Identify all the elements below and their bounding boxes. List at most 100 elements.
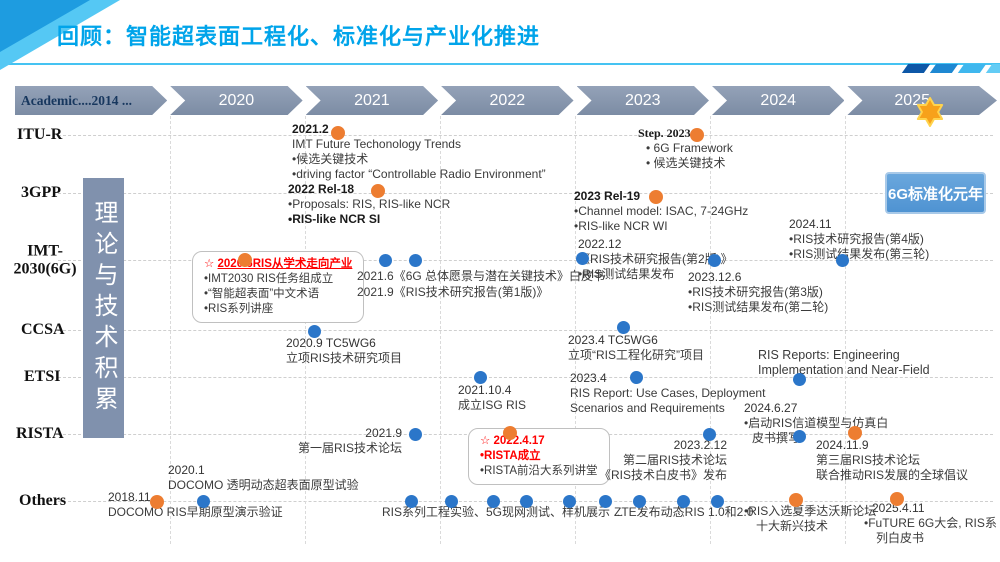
event-others-future6g: 2025.4.11 •FuTURE 6G大会, RIS系 列白皮书 [864,501,997,546]
dash-icon [985,64,1000,73]
dash-icon [929,64,959,73]
event-line: •IMT2030 RIS任务组成立 [204,273,334,285]
event-date: 2021.9 [365,426,402,440]
theory-accumulation-bar: 理论与技术积累 [83,178,124,438]
event-date: Step. 2023 [638,126,691,140]
segment-label: Academic....2014 ... [21,92,132,108]
event-line: RIS系列工程实验、5G现网测试、样机展示 ... [382,505,624,519]
event-dot-blue [836,254,849,267]
event-line: 2021.9《RIS技术研究报告(第1版)》 [357,285,549,299]
event-date: 2021.10.4 [458,383,512,397]
timeline-segment-2020: 2020 [170,86,302,115]
event-dot-blue [563,495,576,508]
event-title: ☆ 2020.6RIS从学术走向产业 [204,258,353,270]
segment-label: 2022 [489,91,526,109]
row-label-others: Others [19,492,67,509]
event-date: 2024.11.9 [816,438,869,452]
event-line: Implementation and Near-Field [758,363,930,377]
event-dot-blue [711,495,724,508]
event-imt-2023: 2023.12.6 •RIS技术研究报告(第3版) •RIS测试结果发布(第二轮… [688,270,828,315]
segment-label: 2023 [624,91,661,109]
title-underline [0,63,1000,65]
event-line: •启动RIS信道模型与仿真白 [744,416,889,430]
event-others-zte: ZTE发布动态RIS 1.0和2.0 [614,505,753,520]
event-line: •RISTA前沿大系列讲堂 [480,465,598,477]
event-line: 皮书撰写 [752,431,801,445]
event-date: 2020.1 [168,463,205,477]
event-dot-blue [708,254,721,267]
event-dot-orange [503,426,517,440]
column-line [170,116,171,544]
event-date: 2022.12 [578,237,622,251]
star-bullet: ☆ [480,435,491,447]
event-dot-orange [789,493,803,507]
row-line [58,135,993,136]
event-dot-blue [793,430,806,443]
event-line: •Channel model: ISAC, 7-24GHz [574,204,749,218]
event-line: 第二届RIS技术论坛 [622,453,727,467]
event-dot-blue [520,495,533,508]
event-dot-blue [633,495,646,508]
event-line: •RISTA成立 [480,450,541,462]
event-line: 立项RIS技术研究项目 [286,351,403,365]
event-itu-2021: 2021.2 IMT Future Techonology Trends •候选… [292,122,546,182]
event-date: 2020.9 TC5WG6 [286,336,376,350]
event-line: 第一届RIS技术论坛 [298,441,403,455]
dash-icon [901,64,931,73]
timeline-segment-2024: 2024 [712,86,844,115]
event-dot-orange [150,495,164,509]
event-date: 2023.12.6 [688,270,742,284]
event-dot-blue [409,428,422,441]
event-line: DOCOMO 透明动态超表面原型试验 [168,478,359,492]
segment-label: 2020 [218,91,255,109]
column-line [575,116,576,544]
event-dot-blue [703,428,716,441]
event-dot-orange [848,426,862,440]
timeline-segment-academic: Academic....2014 ... [15,86,167,115]
event-line: 《RIS技术白皮书》发布 [598,468,727,482]
event-line: 列白皮书 [876,531,925,545]
event-dot-blue [599,495,612,508]
row-label-imt-2030: IMT-2030(6G) [13,242,77,277]
segment-label: 2021 [354,91,390,109]
event-imt-2024: 2024.11 •RIS技术研究报告(第4版) •RIS测试结果发布(第三轮) [789,217,929,262]
event-date: 2023.4 TC5WG6 [568,333,658,347]
event-etsi-2021: 2021.10.4 成立ISG RIS [458,383,526,413]
event-line: 立项“RIS工程化研究”项目 [568,348,704,362]
event-line: RIS Report: Use Cases, Deployment [570,386,766,400]
row-label-etsi: ETSI [24,368,61,385]
event-date: 2021.2 [292,122,329,136]
event-imt-2021: 2021.6《6G 总体愿景与潜在关键技术》白皮书 2021.9《RIS技术研究… [357,268,605,300]
event-date: 2025.4.11 [872,501,925,515]
event-dot-blue [474,371,487,384]
timeline-segment-2022: 2022 [441,86,573,115]
event-dot-blue [405,495,418,508]
row-line [58,330,993,331]
event-line: • 6G Framework [646,141,733,155]
event-dot-blue [308,325,321,338]
event-date: 2022 Rel-18 [288,182,355,196]
event-line: •RIS技术研究报告(第4版) [789,232,924,246]
event-rista-2021: 2021.9 第一届RIS技术论坛 [298,426,402,456]
event-dot-blue [576,252,589,265]
event-line: •RIS测试结果发布(第三轮) [789,247,930,261]
timeline-segment-2023: 2023 [577,86,709,115]
event-others-2020: 2020.1 DOCOMO 透明动态超表面原型试验 [168,463,359,493]
event-date: 2018.11 [108,490,151,504]
event-line: •RIS测试结果发布 [578,267,675,281]
timeline-bar: Academic....2014 ... 2020 2021 2022 2023… [15,86,997,115]
event-line: •driving factor “Controllable Radio Envi… [292,167,546,181]
event-dot-blue [630,371,643,384]
row-label-ccsa: CCSA [21,321,65,338]
event-dot-orange [890,492,904,506]
event-etsi-near-field: RIS Reports: Engineering Implementation … [758,348,930,378]
event-date: 2023.2.12 [673,438,727,452]
row-line [58,193,993,194]
star-2025-icon [916,97,944,127]
header-dashes-icon [901,64,1000,73]
column-line [440,116,441,544]
event-rista-2022-box: ☆ 2022.4.17 •RISTA成立 •RISTA前沿大系列讲堂 [468,428,610,485]
event-3gpp-rel18: 2022 Rel-18 •Proposals: RIS, RIS-like NC… [288,182,450,227]
event-line: IMT Future Techonology Trends [292,137,461,151]
